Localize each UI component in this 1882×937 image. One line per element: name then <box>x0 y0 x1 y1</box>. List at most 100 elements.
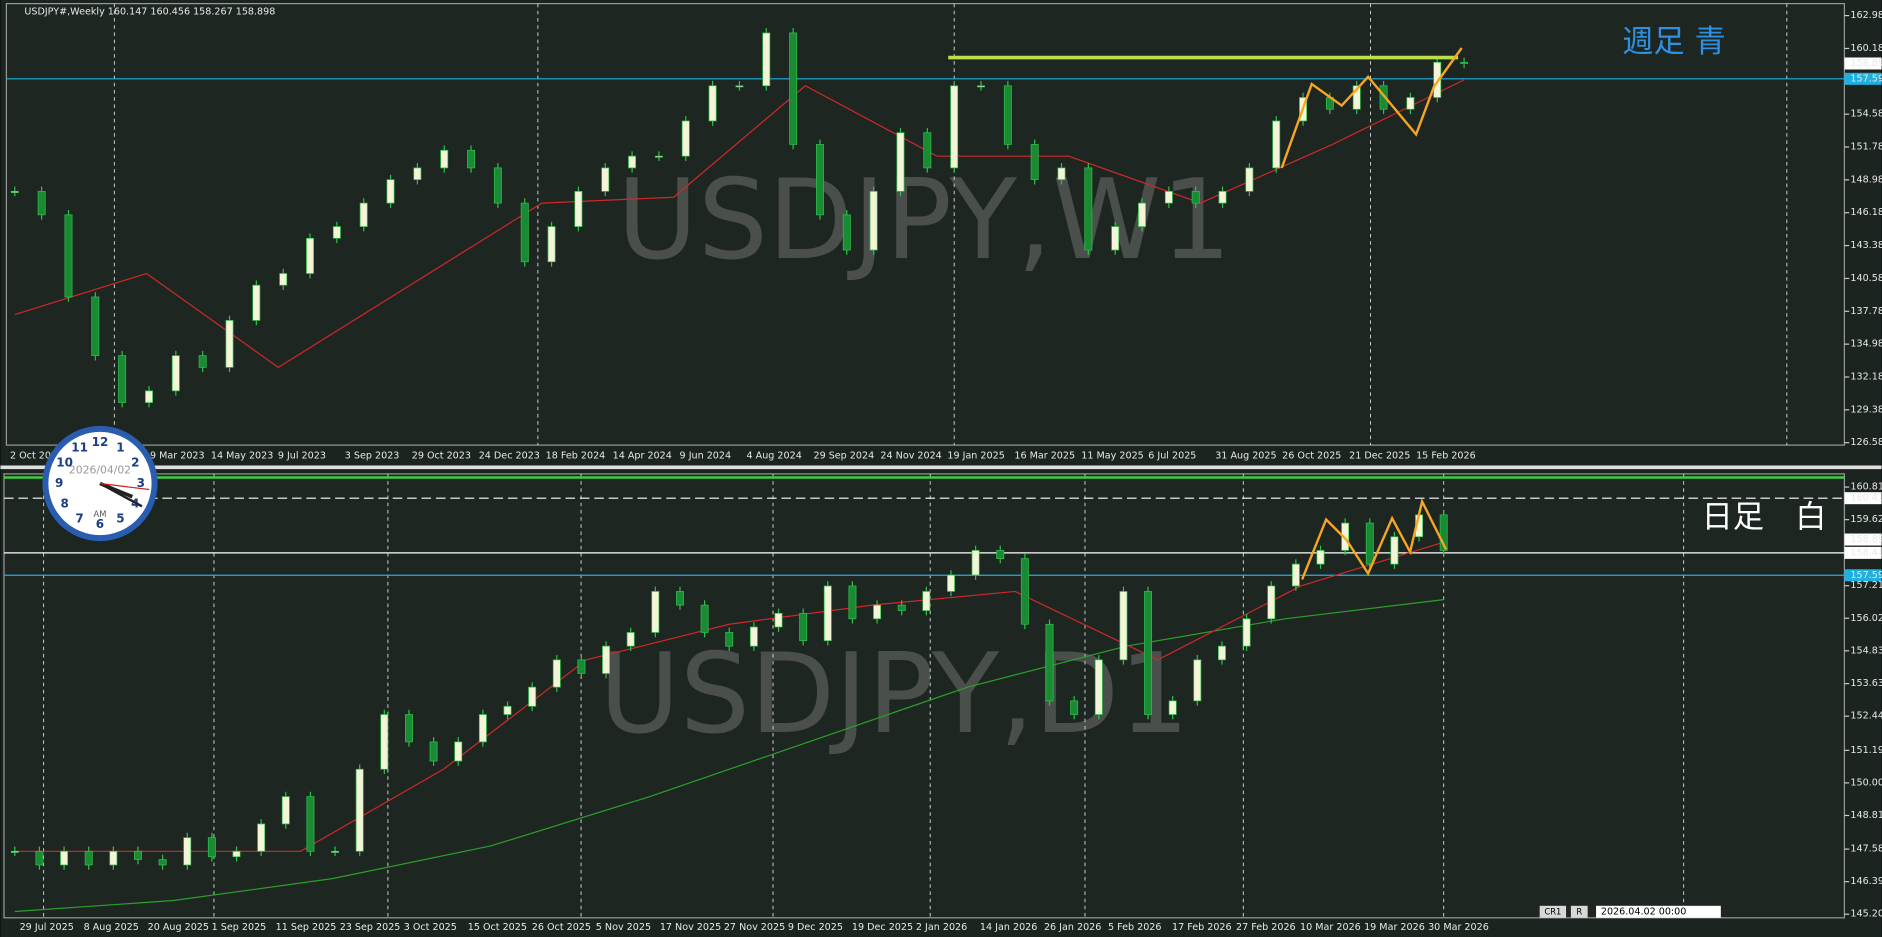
clock-number: 12 <box>92 435 109 449</box>
candle <box>1341 522 1350 551</box>
date-label: 27 Feb 2026 <box>1236 922 1296 933</box>
candle <box>1020 558 1029 625</box>
candle <box>158 859 167 866</box>
candle <box>467 149 476 169</box>
date-label: 26 Oct 2025 <box>1282 450 1341 461</box>
clock-number: 8 <box>60 496 68 510</box>
date-label: 5 Feb 2026 <box>1108 922 1162 933</box>
date-label: 19 Mar 2023 <box>144 450 205 461</box>
candle <box>1218 191 1227 204</box>
candle <box>279 273 288 286</box>
date-label: 9 Dec 2025 <box>788 922 843 933</box>
candle <box>198 355 207 368</box>
candle <box>355 768 364 852</box>
watermark: USDJPY,W1 <box>617 157 1231 285</box>
date-label: 21 Dec 2025 <box>1349 450 1410 461</box>
candle <box>1138 202 1146 227</box>
date-label: 30 Mar 2026 <box>1428 922 1489 933</box>
candle <box>37 191 46 216</box>
candle <box>815 144 824 216</box>
candle <box>118 355 127 403</box>
date-label: 27 Nov 2025 <box>724 922 785 933</box>
candle <box>547 226 556 263</box>
price-label: 156.020 <box>1850 613 1882 624</box>
price-label: 160.815 <box>1850 482 1882 493</box>
status-box <box>1596 905 1721 918</box>
status-cr: CR1 <box>1544 906 1561 916</box>
clock-number: 10 <box>56 456 73 470</box>
date-label: 15 Oct 2025 <box>468 922 527 933</box>
candle <box>897 604 906 611</box>
candle <box>413 167 422 180</box>
date-label: 3 Sep 2023 <box>345 450 400 461</box>
date-label: 6 Jul 2025 <box>1148 450 1196 461</box>
clock-hand <box>99 482 143 508</box>
candle <box>977 85 985 88</box>
candle <box>947 574 955 592</box>
candle <box>91 296 100 357</box>
price-box <box>1844 72 1882 85</box>
candle <box>429 741 438 762</box>
date-label: 24 Nov 2024 <box>880 450 941 461</box>
annotation: 日足 白 <box>1702 499 1827 535</box>
candle <box>749 626 758 647</box>
candle <box>725 632 734 647</box>
price-label: 151.780 <box>1850 142 1882 153</box>
candle <box>1267 585 1276 620</box>
candle <box>1045 623 1054 702</box>
candle <box>232 850 241 858</box>
candle <box>1390 536 1399 565</box>
candle <box>602 645 611 674</box>
price-label: 153.630 <box>1850 678 1882 689</box>
candle <box>60 850 69 866</box>
candle <box>1365 522 1374 565</box>
candle <box>331 850 340 853</box>
date-label: 1 Sep 2025 <box>212 922 267 933</box>
candle <box>306 796 315 852</box>
candle <box>700 604 709 633</box>
date-label: 5 Nov 2025 <box>596 922 651 933</box>
price-label: 150.000 <box>1850 777 1882 788</box>
candle <box>1003 85 1012 145</box>
date-label: 10 Mar 2026 <box>1300 922 1361 933</box>
price-label: 160.180 <box>1850 43 1882 54</box>
candle <box>503 705 512 715</box>
date-label: 24 Dec 2023 <box>479 450 540 461</box>
candle <box>225 320 234 368</box>
candle <box>145 390 153 403</box>
date-label: 20 Aug 2025 <box>148 922 209 933</box>
date-label: 4 Aug 2024 <box>747 450 802 461</box>
date-label: 29 Sep 2024 <box>813 450 874 461</box>
candle <box>1242 618 1251 647</box>
candle <box>789 32 798 145</box>
date-label: 31 Aug 2025 <box>1215 450 1276 461</box>
price-label: 147.580 <box>1850 844 1882 855</box>
candle <box>1070 700 1079 715</box>
date-label: 19 Mar 2026 <box>1364 922 1425 933</box>
date-label: 19 Jan 2025 <box>947 450 1004 461</box>
candle <box>134 850 142 860</box>
price-label: 140.580 <box>1850 273 1882 284</box>
date-label: 17 Nov 2025 <box>660 922 721 933</box>
candle <box>1057 167 1066 180</box>
candle <box>896 132 905 192</box>
panel-separator <box>0 465 1882 470</box>
date-label: 9 Jul 2023 <box>278 450 326 461</box>
price-box <box>1844 57 1882 70</box>
candle <box>552 659 561 688</box>
candle <box>1379 85 1388 110</box>
candle <box>1164 191 1173 204</box>
price-label: 162.980 <box>1850 10 1882 21</box>
weekly-header: USDJPY#,Weekly 160.147 160.456 158.267 1… <box>24 6 275 17</box>
price-label: 151.190 <box>1850 745 1882 756</box>
candle <box>1191 191 1200 204</box>
clock: 2026/04/02 AM 121234567891011 <box>42 425 158 542</box>
date-label: 2 Oct 2022 <box>10 450 63 461</box>
clock-number: 11 <box>71 441 88 455</box>
date-label: 17 Feb 2026 <box>1172 922 1232 933</box>
candle <box>1352 85 1361 110</box>
price-label: 146.180 <box>1850 207 1882 218</box>
price-label: 143.380 <box>1850 240 1882 251</box>
candle <box>380 714 389 770</box>
candle <box>799 612 808 642</box>
